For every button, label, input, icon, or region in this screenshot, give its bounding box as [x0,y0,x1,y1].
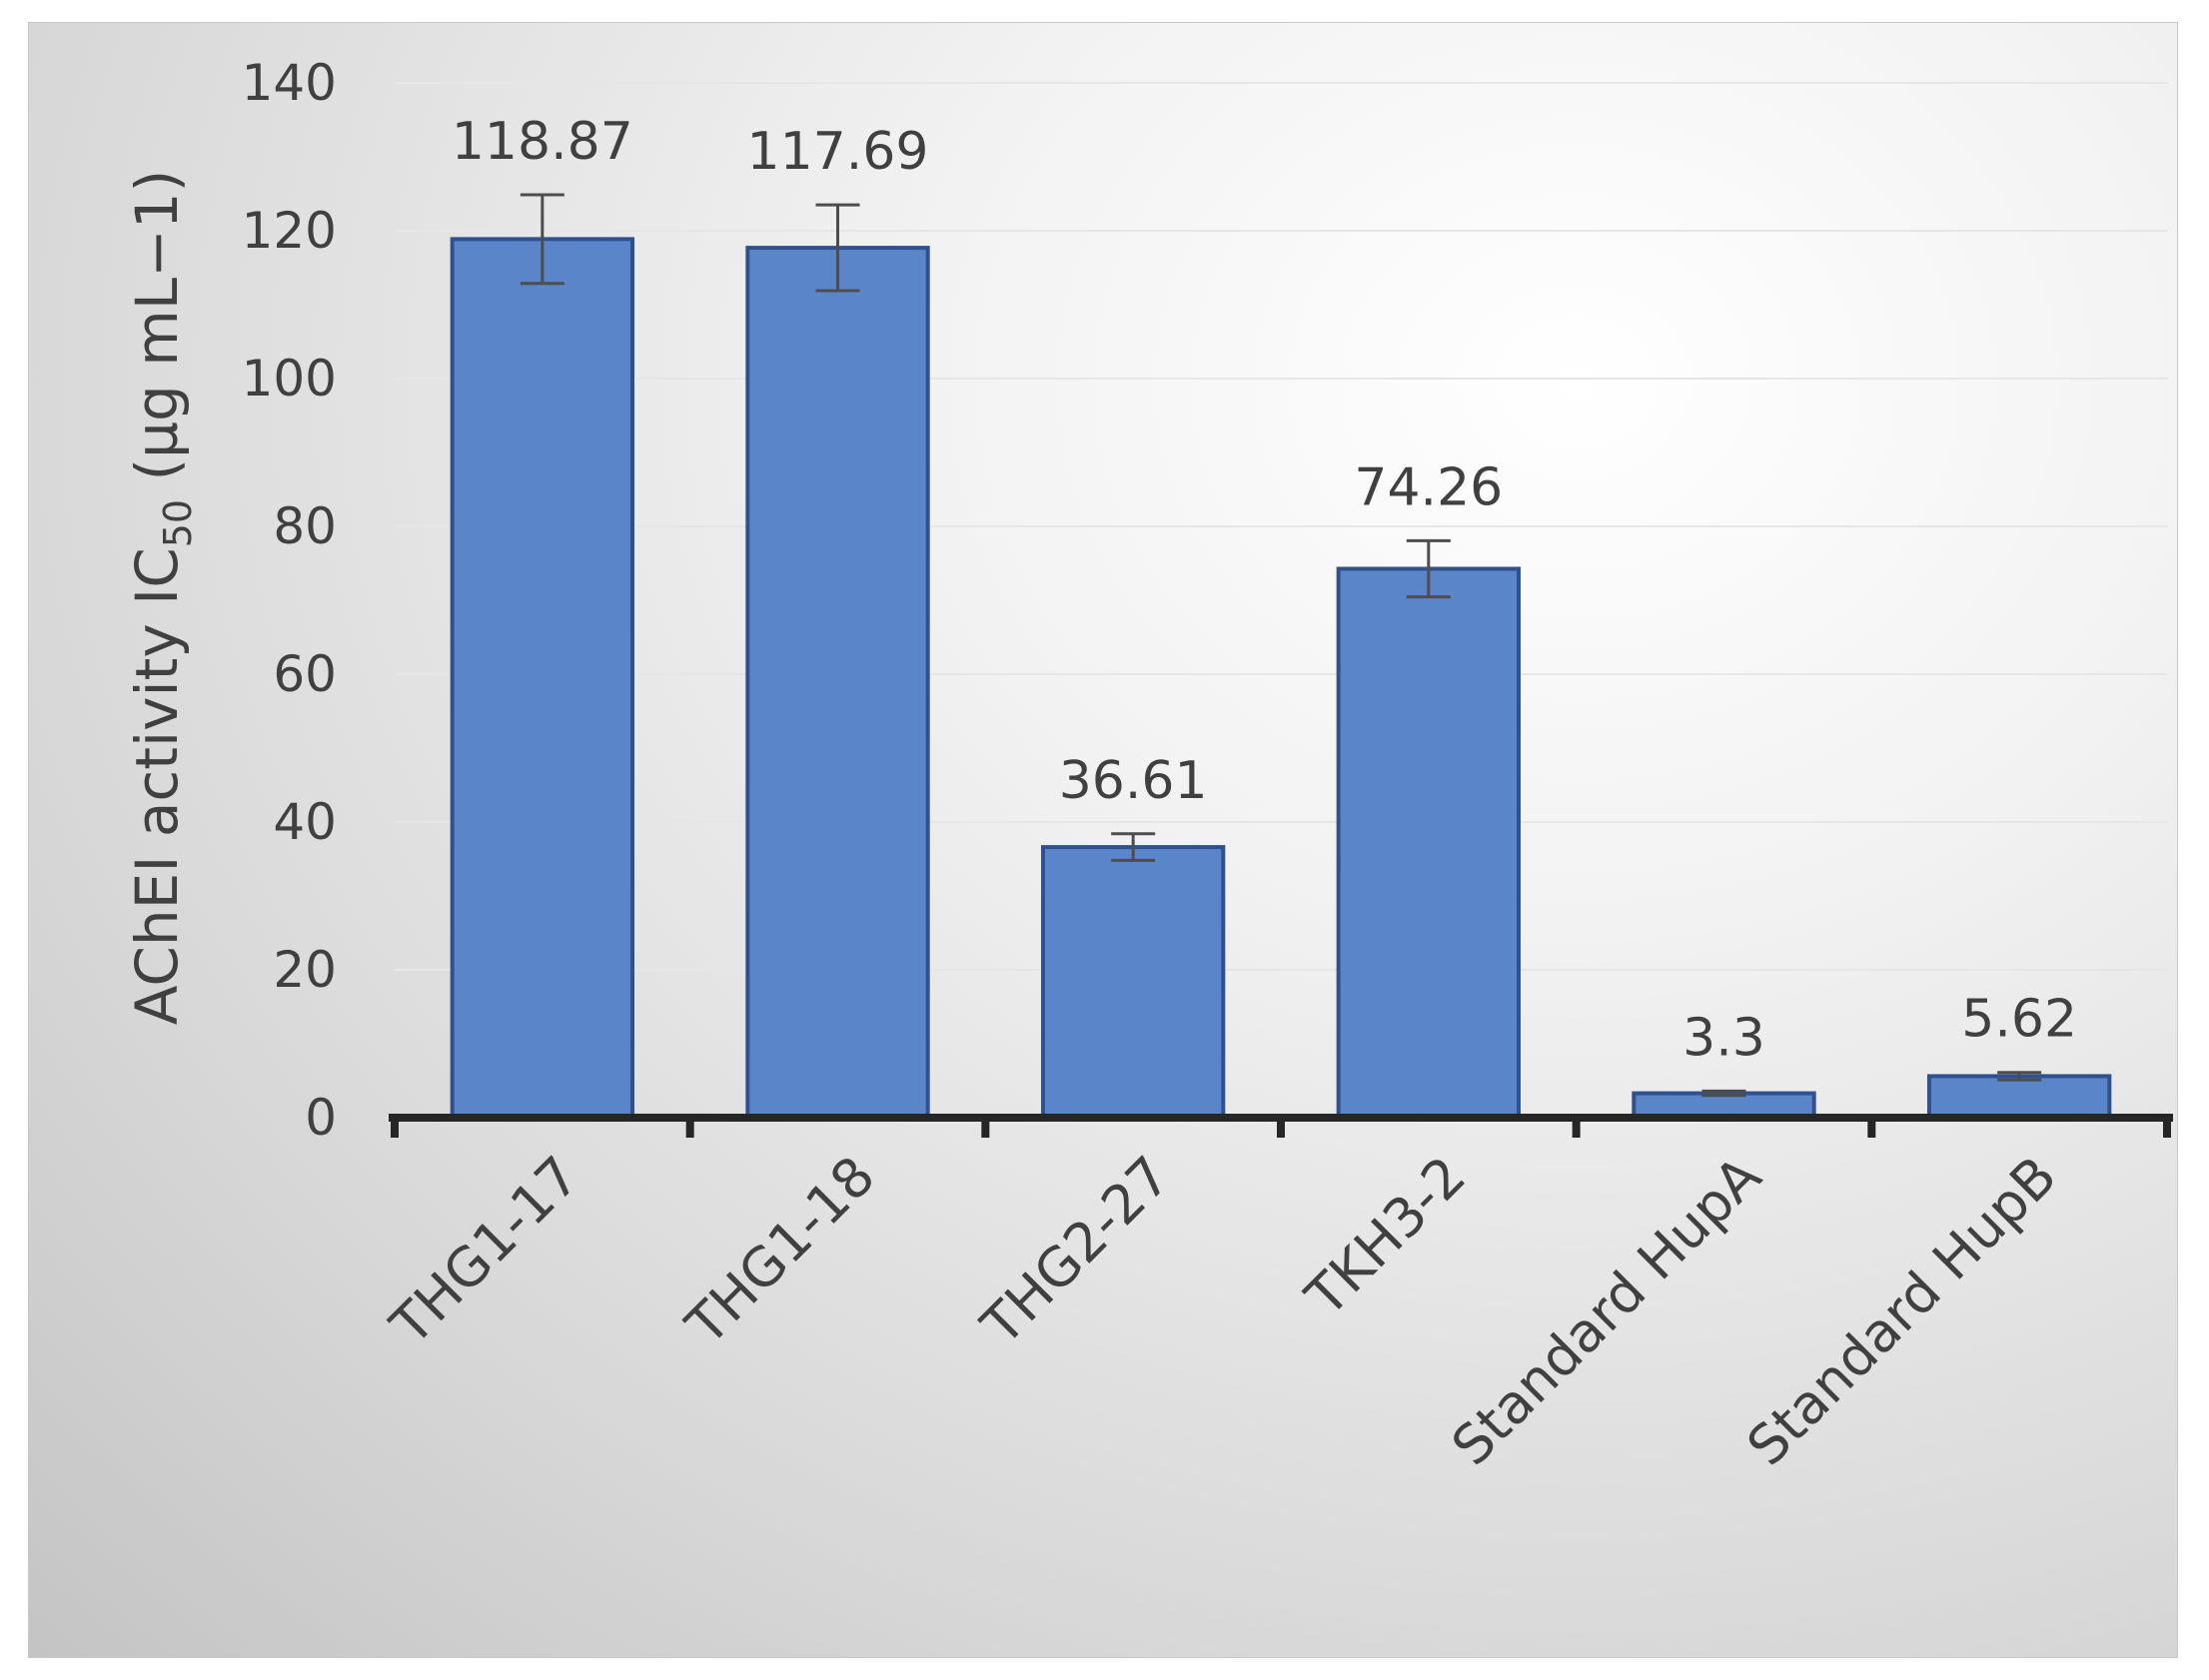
bar [1926,1074,2112,1120]
data-label: 118.87 [452,112,633,172]
y-axis-title-unit: (µg mL−1) [123,170,191,499]
category-label: THG2-27 [969,1145,1183,1358]
error-bar [520,193,564,286]
y-tick-label: 0 [305,1089,337,1147]
gridlines [395,82,2167,971]
error-bar [815,203,860,293]
category-label: Standard HupB [1735,1145,2069,1478]
category-label: THG1-17 [378,1145,591,1358]
bar [1336,566,1522,1120]
y-tick-label: 100 [242,350,337,408]
category-label: TKH3-2 [1293,1145,1478,1329]
y-tick-label: 60 [273,645,337,703]
chart-frame: 0 20 40 60 80 100 120 140 118.87 117.69 36.61 74.2… [28,22,2178,1658]
category-label: THG1-18 [673,1145,887,1358]
y-tick-labels: 0 20 40 60 80 100 120 140 [242,54,337,1147]
bar-chart: 0 20 40 60 80 100 120 140 118.87 117.69 36.61 74.2… [123,54,2173,1478]
error-bar [1701,1089,1746,1098]
y-tick-label: 40 [273,793,337,851]
bar [1040,845,1226,1120]
data-label: 74.26 [1354,457,1503,517]
y-tick-label: 140 [242,54,337,112]
y-tick-label: 120 [242,202,337,260]
data-label: 3.3 [1682,1008,1765,1068]
y-axis-title-subscript: 50 [156,499,200,547]
error-bar [1997,1071,2042,1082]
y-tick-label: 20 [273,941,337,999]
y-tick-label: 80 [273,497,337,555]
y-axis-title: AChEI activity IC50 (µg mL−1) [123,170,200,1025]
x-axis [389,1114,2173,1138]
data-label: 5.62 [1961,990,2077,1050]
data-label: 117.69 [747,122,929,182]
error-bars [520,193,2042,1098]
data-label: 36.61 [1059,751,1208,811]
error-bar [1406,538,1451,599]
error-bar [1111,832,1156,862]
bar [450,237,635,1120]
bar [745,246,930,1120]
y-axis-title-main: AChEI activity IC [123,547,191,1025]
bars [450,237,2112,1120]
category-label: Standard HupA [1440,1145,1773,1478]
data-labels: 118.87 117.69 36.61 74.26 3.3 5.62 [452,112,2077,1068]
